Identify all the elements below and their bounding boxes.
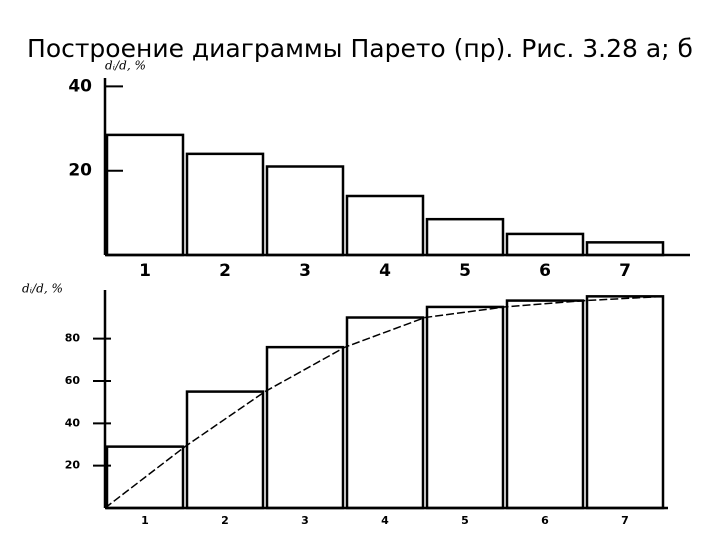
bar (425, 217, 505, 257)
bar (345, 194, 425, 257)
bar (425, 305, 505, 510)
bar (505, 232, 585, 257)
bar (345, 316, 425, 510)
bar (265, 345, 345, 510)
bar (265, 165, 345, 257)
x-tick-label: 6 (539, 261, 551, 281)
slide-title: Построение диаграммы Парето (пр). Рис. 3… (27, 34, 693, 63)
bar (105, 133, 185, 257)
x-tick-label: 4 (381, 514, 389, 527)
x-tick-label: 3 (301, 514, 309, 527)
bar (585, 241, 665, 257)
x-tick-label: 1 (139, 261, 151, 281)
x-tick-label: 2 (219, 261, 231, 281)
x-tick-label: 5 (461, 514, 469, 527)
y-tick-label: 20 (65, 459, 81, 472)
y-tick-label: 60 (65, 374, 81, 387)
cumulative-line (104, 295, 666, 509)
y-axis-label: dᵢ/d, % (22, 282, 63, 296)
x-tick-label: 3 (299, 261, 311, 281)
y-tick-label: 40 (65, 416, 81, 429)
x-tick-label: 5 (459, 261, 471, 281)
x-tick-label: 4 (379, 261, 391, 281)
bar (585, 295, 665, 510)
x-tick-label: 7 (619, 261, 631, 281)
bar (505, 299, 585, 510)
y-axis-label: dᵢ/d, % (105, 59, 146, 73)
bar (105, 445, 185, 510)
x-tick-label: 1 (141, 514, 149, 527)
y-tick-label: 80 (65, 332, 81, 345)
x-tick-label: 2 (221, 514, 229, 527)
y-tick-label: 20 (68, 161, 92, 181)
y-tick-label: 40 (68, 76, 92, 96)
bar (185, 390, 265, 510)
x-tick-label: 7 (621, 514, 629, 527)
bar (185, 152, 265, 257)
x-tick-label: 6 (541, 514, 549, 527)
